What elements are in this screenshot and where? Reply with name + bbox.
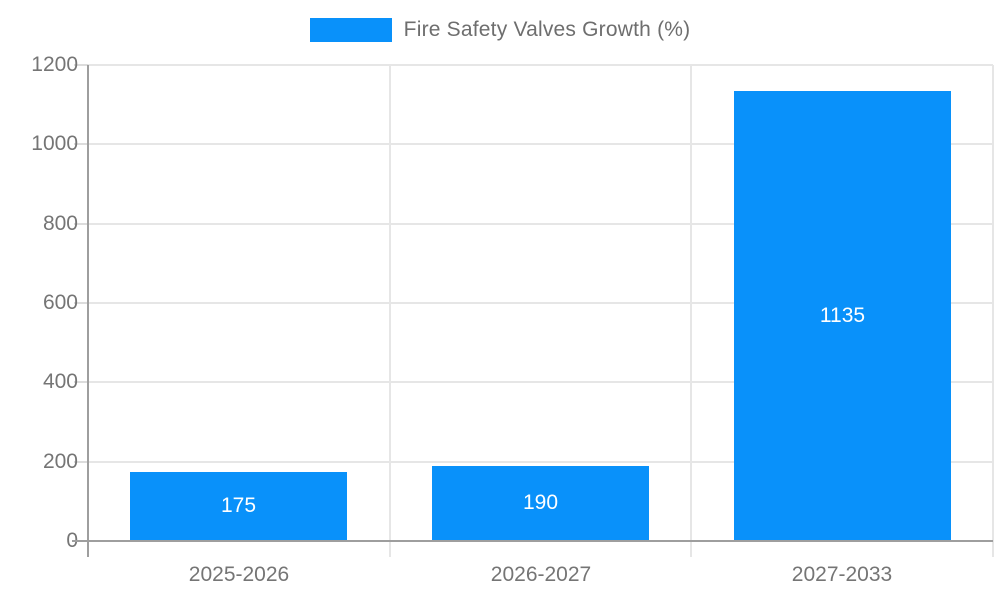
y-axis-line bbox=[87, 65, 89, 557]
x-gridline bbox=[389, 65, 391, 557]
bar-value-label: 175 bbox=[220, 494, 257, 517]
bar-2025-2026[interactable]: 175 bbox=[130, 472, 347, 540]
y-tick-mark bbox=[74, 64, 88, 66]
y-tick-label: 600 bbox=[42, 291, 78, 314]
chart-legend: Fire Safety Valves Growth (%) bbox=[0, 18, 1000, 42]
x-axis-line bbox=[72, 540, 993, 542]
y-tick-label: 800 bbox=[42, 212, 78, 235]
x-gridline bbox=[992, 65, 994, 557]
y-tick-label: 400 bbox=[42, 370, 78, 393]
x-tick-label: 2026-2027 bbox=[490, 563, 592, 586]
y-tick-mark bbox=[74, 143, 88, 145]
y-gridline bbox=[88, 302, 993, 304]
y-gridline bbox=[88, 381, 993, 383]
y-tick-mark bbox=[74, 302, 88, 304]
x-gridline bbox=[690, 65, 692, 557]
y-gridline bbox=[88, 143, 993, 145]
y-tick-mark bbox=[74, 381, 88, 383]
legend-swatch[interactable] bbox=[309, 18, 392, 42]
y-gridline bbox=[88, 461, 993, 463]
y-gridline bbox=[88, 64, 993, 66]
bar-2027-2033[interactable]: 1135 bbox=[734, 91, 951, 540]
y-tick-mark bbox=[74, 461, 88, 463]
y-tick-label: 200 bbox=[42, 450, 78, 473]
y-tick-label: 1000 bbox=[31, 132, 78, 155]
y-tick-label: 1200 bbox=[31, 53, 78, 76]
bar-value-label: 190 bbox=[522, 491, 559, 514]
x-tick-label: 2027-2033 bbox=[791, 563, 893, 586]
x-tick-label: 2025-2026 bbox=[188, 563, 290, 586]
legend-label[interactable]: Fire Safety Valves Growth (%) bbox=[403, 18, 691, 41]
bar-2026-2027[interactable]: 190 bbox=[432, 466, 649, 540]
y-tick-label: 0 bbox=[8, 530, 78, 551]
y-tick-mark bbox=[74, 223, 88, 225]
y-gridline bbox=[88, 223, 993, 225]
bar-value-label: 1135 bbox=[819, 303, 866, 327]
